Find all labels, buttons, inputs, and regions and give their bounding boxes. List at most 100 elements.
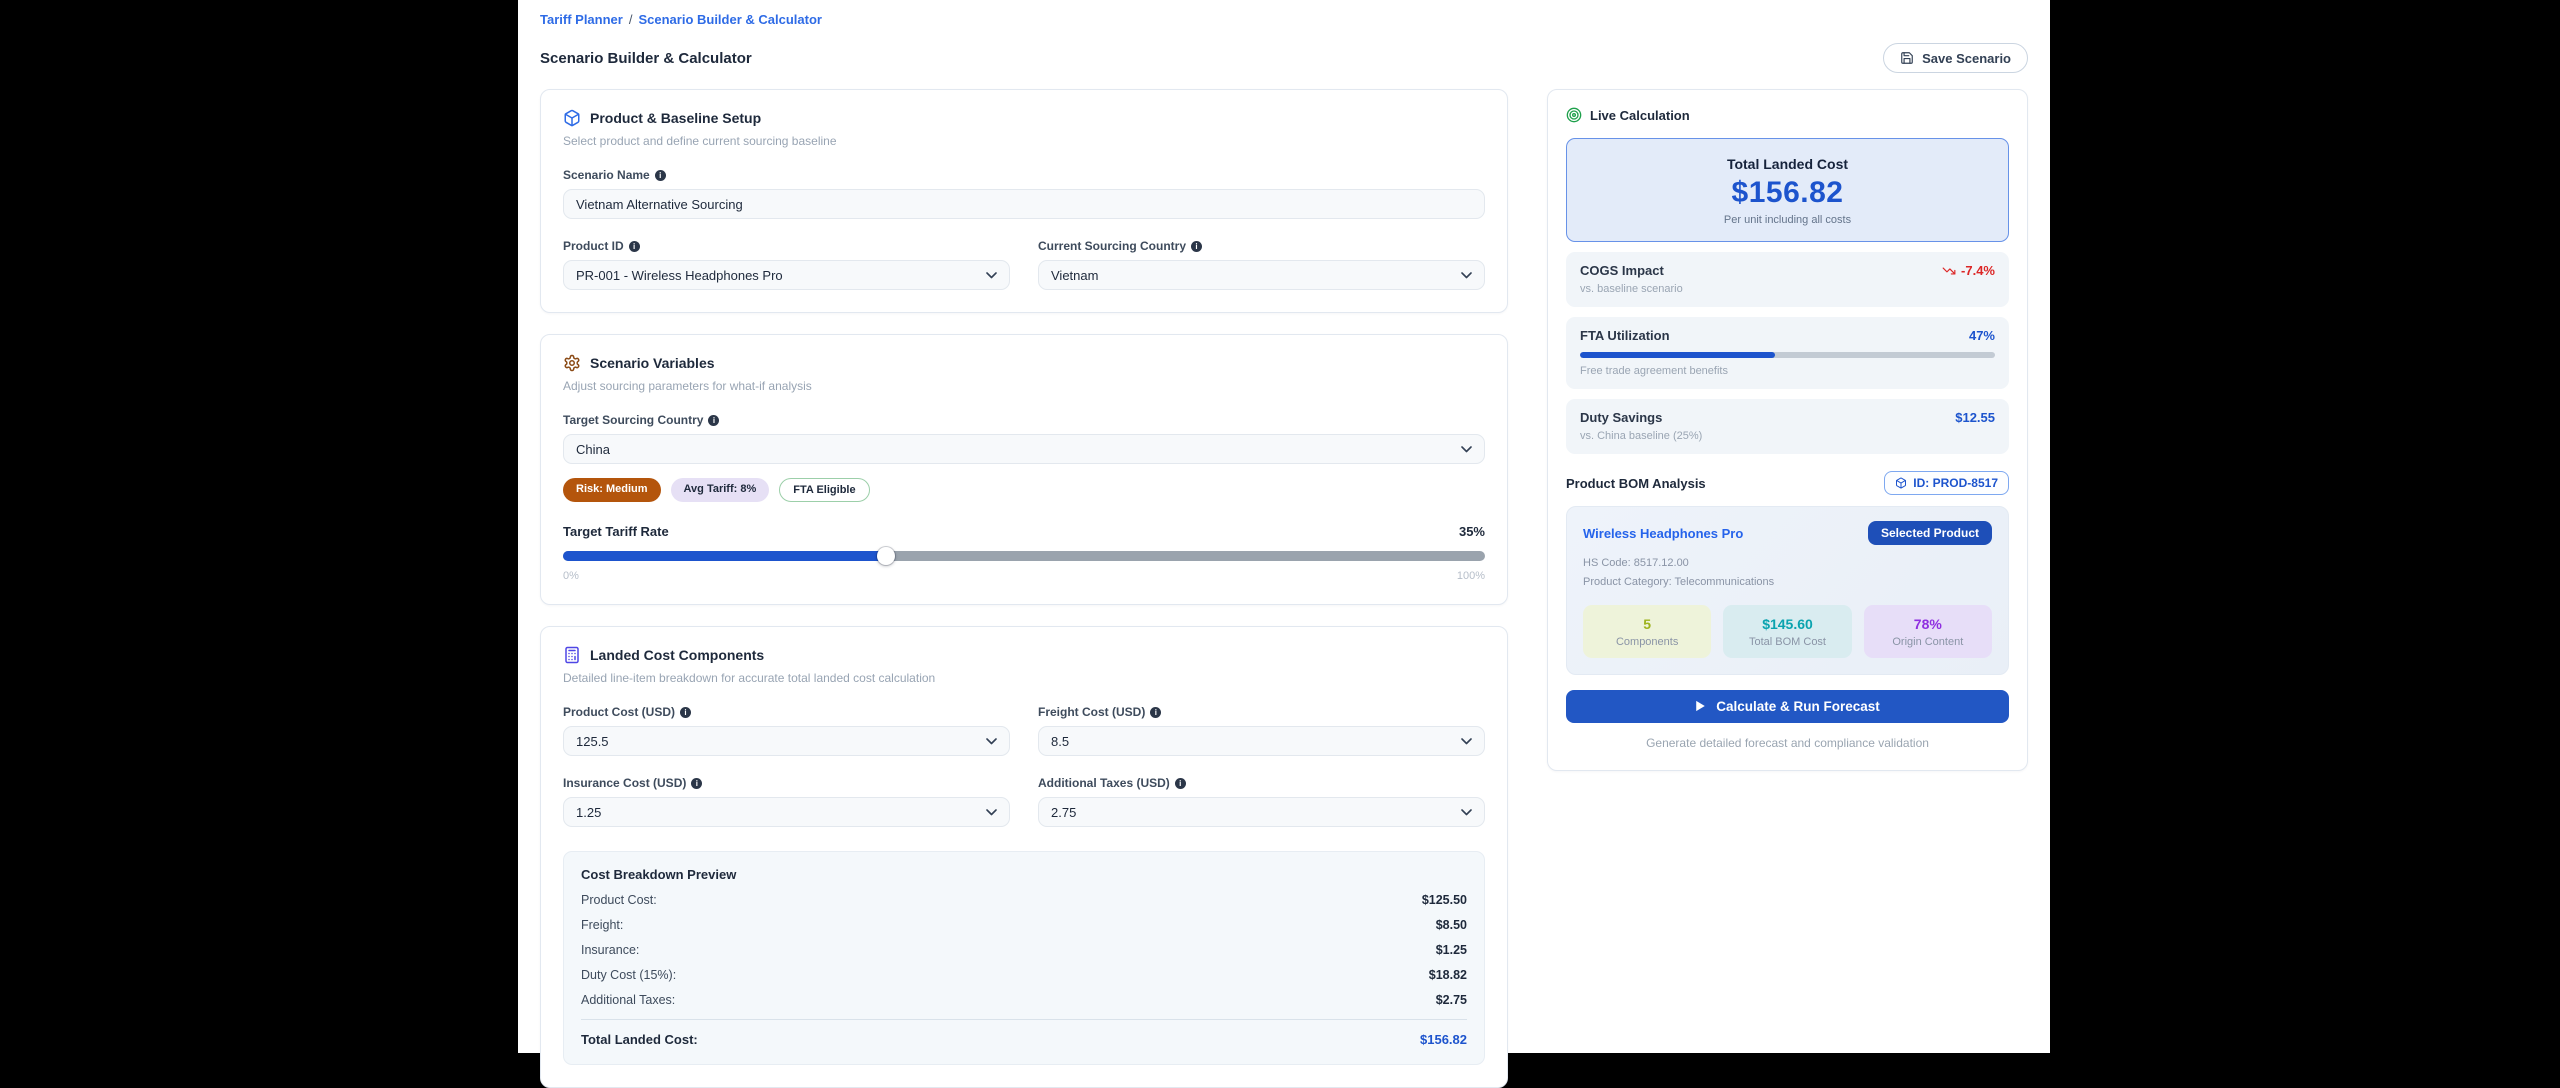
target-icon [1566, 107, 1582, 123]
tariff-rate-value: 35% [1459, 524, 1485, 539]
freight-cost-select[interactable]: 8.5 [1038, 726, 1485, 756]
current-sourcing-country-select[interactable]: Vietnam [1038, 260, 1485, 290]
breakdown-row-insurance: Insurance: $1.25 [581, 943, 1467, 957]
info-icon: i [691, 778, 702, 789]
info-icon: i [655, 170, 666, 181]
chevron-down-icon [986, 809, 997, 816]
product-cost-value: 125.5 [576, 734, 609, 749]
scenario-name-label: Scenario Namei [563, 168, 1485, 182]
product-category-text: Product Category: Telecommunications [1583, 573, 1992, 592]
setup-card-subtitle: Select product and define current sourci… [563, 134, 1485, 148]
cogs-impact-caption: vs. baseline scenario [1580, 283, 1995, 295]
cost-card-subtitle: Detailed line-item breakdown for accurat… [563, 671, 1485, 685]
fta-progress-fill [1580, 352, 1775, 358]
fta-progress-bar [1580, 352, 1995, 358]
avg-tariff-badge: Avg Tariff: 8% [671, 478, 770, 502]
slider-fill [563, 551, 886, 561]
info-icon: i [680, 707, 691, 718]
fta-utilization-metric: FTA Utilization 47% Free trade agreement… [1566, 317, 2009, 389]
product-id-label: Product IDi [563, 239, 1010, 253]
gear-icon [563, 354, 581, 372]
app-content: Tariff Planner / Scenario Builder & Calc… [518, 0, 2050, 1053]
scenario-variables-card: Scenario Variables Adjust sourcing param… [540, 334, 1508, 605]
insurance-cost-select[interactable]: 1.25 [563, 797, 1010, 827]
info-icon: i [708, 415, 719, 426]
info-icon: i [1191, 241, 1202, 252]
risk-badge: Risk: Medium [563, 478, 661, 502]
product-cost-select[interactable]: 125.5 [563, 726, 1010, 756]
save-icon [1900, 51, 1914, 65]
slider-handle[interactable] [877, 547, 895, 565]
play-icon [1695, 700, 1706, 712]
page-title: Scenario Builder & Calculator [540, 50, 752, 67]
calculate-button-label: Calculate & Run Forecast [1716, 699, 1880, 714]
chevron-down-icon [986, 738, 997, 745]
current-sourcing-country-value: Vietnam [1051, 268, 1098, 283]
info-icon: i [629, 241, 640, 252]
insurance-cost-value: 1.25 [576, 805, 601, 820]
cost-breakdown-preview: Cost Breakdown Preview Product Cost: $12… [563, 851, 1485, 1065]
chevron-down-icon [1461, 738, 1472, 745]
total-landed-cost-caption: Per unit including all costs [1577, 214, 1998, 226]
bom-analysis-title: Product BOM Analysis [1566, 476, 1706, 491]
product-id-select[interactable]: PR-001 - Wireless Headphones Pro [563, 260, 1010, 290]
current-sourcing-country-label: Current Sourcing Countryi [1038, 239, 1485, 253]
chevron-down-icon [986, 272, 997, 279]
selected-product-card: Wireless Headphones Pro Selected Product… [1566, 506, 2009, 675]
bom-cost-stat: $145.60 Total BOM Cost [1723, 605, 1851, 658]
trending-down-icon [1942, 264, 1956, 278]
duty-savings-metric: Duty Savings $12.55 vs. China baseline (… [1566, 399, 2009, 454]
chevron-down-icon [1461, 809, 1472, 816]
cogs-impact-value: -7.4% [1961, 263, 1995, 278]
product-id-badge: ID: PROD-8517 [1884, 471, 2009, 495]
package-icon [1895, 477, 1907, 489]
breakdown-row-freight: Freight: $8.50 [581, 918, 1467, 932]
setup-card-title: Product & Baseline Setup [590, 110, 761, 126]
tariff-rate-label: Target Tariff Rate [563, 524, 669, 539]
breakdown-title: Cost Breakdown Preview [581, 867, 1467, 882]
info-icon: i [1150, 707, 1161, 718]
fta-utilization-value: 47% [1969, 328, 1995, 343]
package-icon [563, 109, 581, 127]
target-sourcing-country-select[interactable]: China [563, 434, 1485, 464]
breakdown-row-duty: Duty Cost (15%): $18.82 [581, 968, 1467, 982]
breadcrumb-link-current[interactable]: Scenario Builder & Calculator [638, 12, 822, 27]
breadcrumb-separator: / [629, 12, 633, 27]
slider-max-label: 100% [1457, 570, 1485, 582]
cogs-impact-metric: COGS Impact -7.4% vs. baseline scenario [1566, 252, 2009, 307]
cost-card-title: Landed Cost Components [590, 647, 764, 663]
divider [581, 1019, 1467, 1020]
insurance-cost-label: Insurance Cost (USD)i [563, 776, 1010, 790]
duty-savings-caption: vs. China baseline (25%) [1580, 430, 1995, 442]
slider-min-label: 0% [563, 570, 579, 582]
save-scenario-button[interactable]: Save Scenario [1883, 43, 2028, 73]
calculate-run-forecast-button[interactable]: Calculate & Run Forecast [1566, 690, 2009, 723]
tariff-rate-slider[interactable] [563, 551, 1485, 561]
calculator-icon [563, 646, 581, 664]
target-sourcing-country-value: China [576, 442, 610, 457]
product-cost-label: Product Cost (USD)i [563, 705, 1010, 719]
save-scenario-label: Save Scenario [1922, 51, 2011, 66]
duty-savings-value: $12.55 [1955, 410, 1995, 425]
panel-footer-caption: Generate detailed forecast and complianc… [1566, 736, 2009, 750]
product-name-link[interactable]: Wireless Headphones Pro [1583, 526, 1743, 541]
variables-card-subtitle: Adjust sourcing parameters for what-if a… [563, 379, 1485, 393]
additional-taxes-select[interactable]: 2.75 [1038, 797, 1485, 827]
breakdown-row-additional-taxes: Additional Taxes: $2.75 [581, 993, 1467, 1007]
components-stat: 5 Components [1583, 605, 1711, 658]
additional-taxes-value: 2.75 [1051, 805, 1076, 820]
scenario-name-input[interactable] [563, 189, 1485, 219]
freight-cost-label: Freight Cost (USD)i [1038, 705, 1485, 719]
product-baseline-setup-card: Product & Baseline Setup Select product … [540, 89, 1508, 313]
breadcrumb-link-tariff-planner[interactable]: Tariff Planner [540, 12, 623, 27]
variables-card-title: Scenario Variables [590, 355, 715, 371]
hs-code-text: HS Code: 8517.12.00 [1583, 554, 1992, 573]
live-calculation-panel: Live Calculation Total Landed Cost $156.… [1547, 89, 2028, 771]
origin-content-stat: 78% Origin Content [1864, 605, 1992, 658]
selected-product-badge: Selected Product [1868, 521, 1992, 545]
info-icon: i [1175, 778, 1186, 789]
fta-utilization-caption: Free trade agreement benefits [1580, 365, 1995, 377]
chevron-down-icon [1461, 272, 1472, 279]
breakdown-row-product-cost: Product Cost: $125.50 [581, 893, 1467, 907]
target-sourcing-country-label: Target Sourcing Countryi [563, 413, 1485, 427]
